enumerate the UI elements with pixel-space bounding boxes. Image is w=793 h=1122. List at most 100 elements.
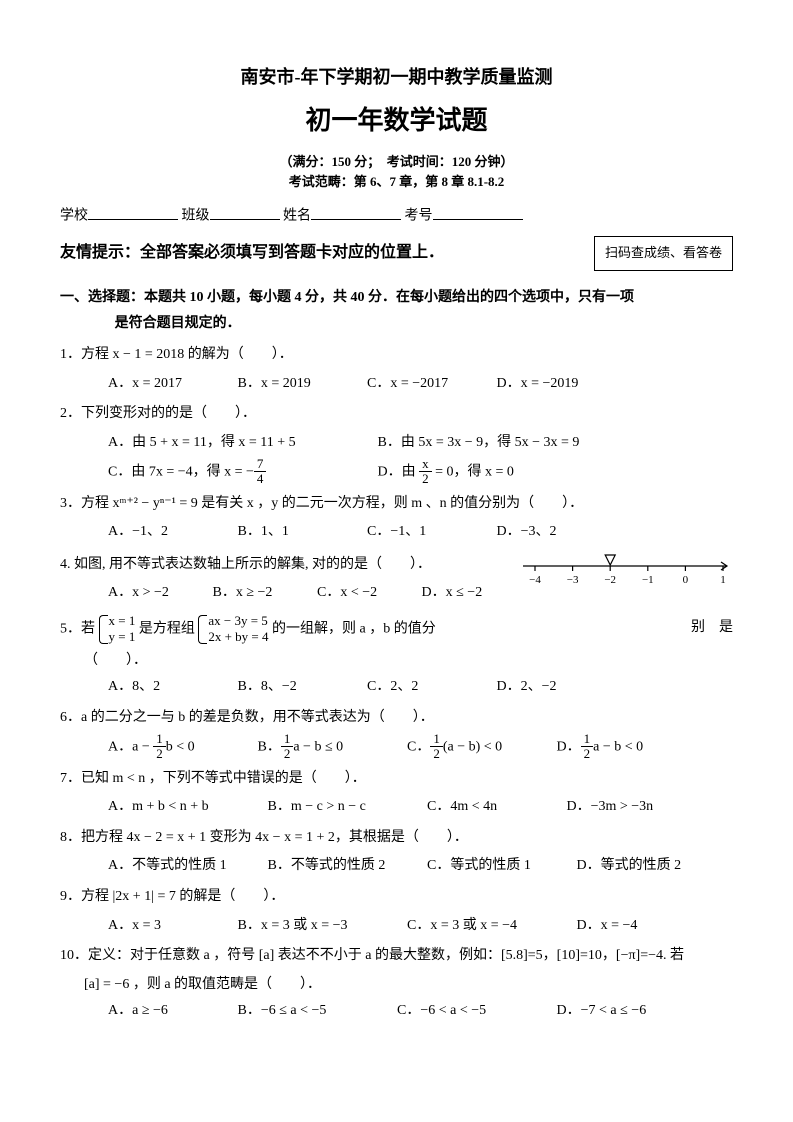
q5-sys1b: y = 1 (109, 629, 136, 645)
q3-b: B．1、1 (238, 519, 358, 546)
q1-d: D．x = −2019 (497, 371, 617, 398)
label-school: 学校 (60, 209, 88, 224)
q9-options: A．x = 3 B．x = 3 或 x = −3 C．x = 3 或 x = −… (60, 913, 733, 940)
q6-c-frac: 12 (430, 732, 443, 760)
q2-d: D．由 x2 = 0，得 x = 0 (378, 458, 514, 486)
q9-b: B．x = 3 或 x = −3 (238, 913, 398, 940)
q6-c-pre: C． (407, 740, 430, 755)
q5-row: 5．若 x = 1 y = 1 是方程组 ax − 3y = 5 2x + by… (60, 609, 733, 648)
svg-text:−4: −4 (529, 574, 541, 586)
page-title-1: 南安市-年下学期初一期中教学质量监测 (60, 60, 733, 94)
numberline: −4−3−2−101 (523, 552, 733, 603)
q9-d: D．x = −4 (577, 913, 697, 940)
q3-c: C．−1、1 (367, 519, 487, 546)
q7-b: B．m − c > n − c (268, 794, 418, 821)
q6-d-den: 2 (581, 747, 594, 761)
q5-mid1: 是方程组 (139, 622, 195, 637)
section-1-line-b: 是符合题目规定的． (80, 311, 733, 338)
q2-c-pre: C．由 7x = −4，得 x = − (108, 465, 254, 480)
q6-options: A．a − 12b < 0 B．12a − b ≤ 0 C．12(a − b) … (60, 733, 733, 761)
q4-row: 4. 如图, 用不等式表达数轴上所示的解集, 对的的是（ ）． A．x > −2… (60, 548, 733, 609)
q7-d: D．−3m > −3n (567, 794, 687, 821)
q2-options-row2: C．由 7x = −4，得 x = −74 D．由 x2 = 0，得 x = 0 (60, 458, 733, 486)
q4-options: A．x > −2 B．x ≥ −2 C．x < −2 D．x ≤ −2 (60, 580, 523, 607)
q6-a-num: 1 (153, 732, 166, 747)
q6-b: B．12a − b ≤ 0 (258, 733, 398, 761)
q6-b-den: 2 (281, 747, 294, 761)
q5-b: B．8、−2 (238, 674, 358, 701)
svg-text:0: 0 (683, 574, 689, 586)
q1-text: 1．方程 x − 1 = 2018 的解为（ ）． (60, 342, 733, 369)
q5-d: D．2、−2 (497, 674, 617, 701)
student-info-row: 学校 班级 姓名 考号 (60, 203, 733, 230)
meta-line-2: 考试范畴：第 6、7 章，第 8 章 8.1-8.2 (60, 172, 733, 193)
q6-a-frac: 12 (153, 732, 166, 760)
q6-a-den: 2 (153, 747, 166, 761)
tip-row: 友情提示：全部答案必须填写到答题卡对应的位置上． 扫码查成绩、看答卷 (60, 236, 733, 271)
q6-a-post: b < 0 (166, 740, 195, 755)
q5-a: A．8、2 (108, 674, 228, 701)
blank-class[interactable] (210, 203, 280, 219)
q6-b-frac: 12 (281, 732, 294, 760)
q2-d-frac: x2 (419, 457, 432, 485)
section-1-heading: 一、选择题：本题共 10 小题，每小题 4 分，共 40 分．在每小题给出的四个… (60, 285, 733, 338)
q5-text: 5．若 x = 1 y = 1 是方程组 ax − 3y = 5 2x + by… (60, 613, 436, 646)
q2-c-frac: 74 (254, 457, 267, 485)
blank-name[interactable] (311, 203, 401, 219)
q6-a: A．a − 12b < 0 (108, 733, 248, 761)
scan-box: 扫码查成绩、看答卷 (594, 236, 733, 271)
q1-c: C．x = −2017 (367, 371, 487, 398)
q2-options-row1: A．由 5 + x = 11，得 x = 11 + 5 B．由 5x = 3x … (60, 430, 733, 457)
q6-b-num: 1 (281, 732, 294, 747)
blank-id[interactable] (433, 203, 523, 219)
page-title-2: 初一年数学试题 (60, 96, 733, 145)
q5-options: A．8、2 B．8、−2 C．2、2 D．2、−2 (60, 674, 733, 701)
blank-school[interactable] (88, 203, 178, 219)
section-1-line-a: 一、选择题：本题共 10 小题，每小题 4 分，共 40 分．在每小题给出的四个… (60, 290, 634, 305)
q10-b: B．−6 ≤ a < −5 (238, 998, 388, 1025)
q6-d-post: a − b < 0 (593, 740, 643, 755)
q3-a: A．−1、2 (108, 519, 228, 546)
q6-a-pre: A．a − (108, 740, 153, 755)
q2-d-num: x (419, 457, 432, 472)
q2-c-num: 7 (254, 457, 267, 472)
q2-d-den: 2 (419, 472, 432, 486)
q6-d-pre: D． (557, 740, 581, 755)
q5-sys1: x = 1 y = 1 (99, 613, 136, 646)
q4-d: D．x ≤ −2 (422, 580, 517, 607)
q8-options: A．不等式的性质 1 B．不等式的性质 2 C．等式的性质 1 D．等式的性质 … (60, 853, 733, 880)
q10-options: A．a ≥ −6 B．−6 ≤ a < −5 C．−6 < a < −5 D．−… (60, 998, 733, 1025)
q5-mid2: 的一组解，则 a ，b 的值分 (272, 622, 436, 637)
q7-c: C．4m < 4n (427, 794, 557, 821)
q8-a: A．不等式的性质 1 (108, 853, 258, 880)
q5-sys2a: ax − 3y = 5 (208, 613, 268, 629)
q6-b-pre: B． (258, 740, 281, 755)
q4-text: 4. 如图, 用不等式表达数轴上所示的解集, 对的的是（ ）． (60, 552, 523, 579)
q6-text: 6．a 的二分之一与 b 的差是负数，用不等式表达为（ ）． (60, 705, 733, 732)
svg-text:−3: −3 (567, 574, 579, 586)
q4-c: C．x < −2 (317, 580, 412, 607)
q5-sys2b: 2x + by = 4 (208, 629, 268, 645)
q7-options: A．m + b < n + b B．m − c > n − c C．4m < 4… (60, 794, 733, 821)
q9-a: A．x = 3 (108, 913, 228, 940)
q2-a: A．由 5 + x = 11，得 x = 11 + 5 (108, 430, 368, 457)
q6-c: C．12(a − b) < 0 (407, 733, 547, 761)
q8-d: D．等式的性质 2 (577, 853, 697, 880)
q5-sys2: ax − 3y = 5 2x + by = 4 (198, 613, 268, 646)
q5-tail: 别 是 (691, 609, 733, 642)
q6-d-frac: 12 (581, 732, 594, 760)
q1-b: B．x = 2019 (238, 371, 358, 398)
q5-sys1a: x = 1 (109, 613, 136, 629)
q2-b: B．由 5x = 3x − 9，得 5x − 3x = 9 (378, 430, 580, 457)
q9-c: C．x = 3 或 x = −4 (407, 913, 567, 940)
q4-a: A．x > −2 (108, 580, 203, 607)
label-class: 班级 (182, 209, 210, 224)
q8-text: 8．把方程 4x − 2 = x + 1 变形为 4x − x = 1 + 2，… (60, 825, 733, 852)
q10-text-2: [a] = −6 ，则 a 的取值范畴是（ ）． (60, 972, 733, 999)
q2-c: C．由 7x = −4，得 x = −74 (108, 458, 368, 486)
svg-text:1: 1 (720, 574, 726, 586)
label-name: 姓名 (283, 209, 311, 224)
q8-c: C．等式的性质 1 (427, 853, 567, 880)
q10-c: C．−6 < a < −5 (397, 998, 547, 1025)
q8-b: B．不等式的性质 2 (268, 853, 418, 880)
